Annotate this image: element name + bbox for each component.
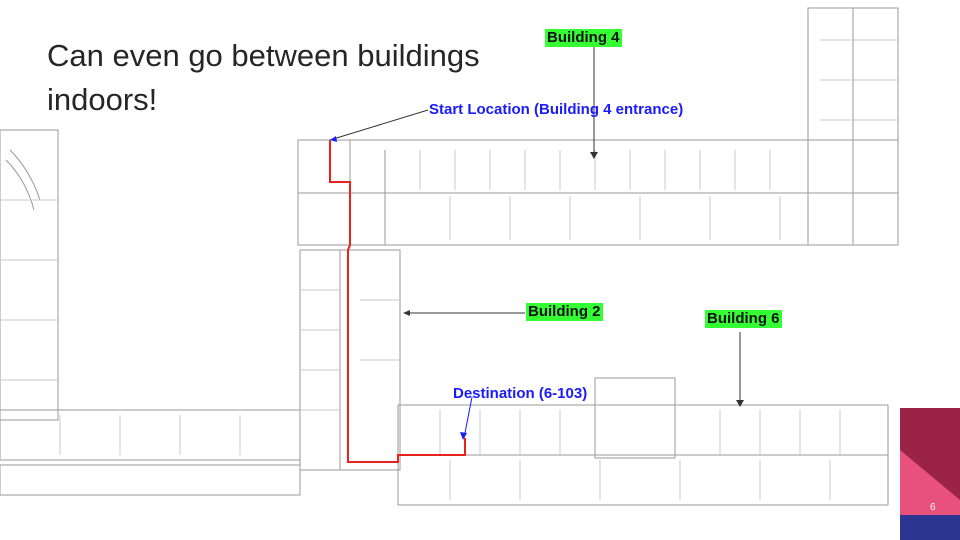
- start-location-label: Start Location (Building 4 entrance): [429, 101, 684, 118]
- building-6-label: Building 6: [705, 310, 782, 328]
- destination-label: Destination (6-103): [453, 385, 588, 402]
- start-pointer: [329, 109, 429, 141]
- building-2-arrowhead: [403, 310, 410, 316]
- slide-title: Can even go between buildings indoors!: [47, 38, 480, 117]
- destination-arrowhead: [460, 432, 467, 440]
- building-2-label: Building 2: [526, 303, 603, 321]
- start-arrowhead: [330, 136, 337, 142]
- corner-decoration: [900, 408, 960, 540]
- building-4-arrowhead: [590, 152, 598, 159]
- building-6-arrowhead: [736, 400, 744, 407]
- building-4-label: Building 4: [545, 29, 622, 47]
- destination-pointer: [463, 396, 473, 439]
- page-number: 6: [930, 502, 936, 513]
- route-path: [329, 140, 466, 463]
- left-wing: [0, 129, 59, 421]
